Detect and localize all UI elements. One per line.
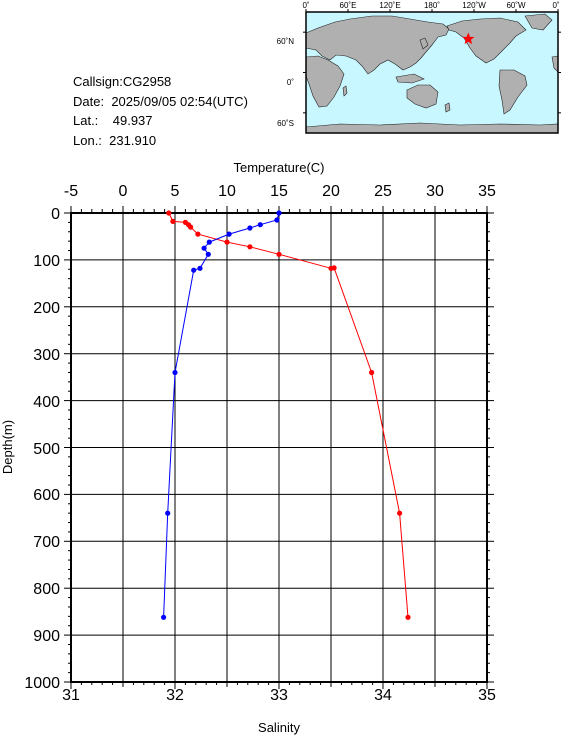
temperature-tick-label: 30 xyxy=(426,183,444,200)
temperature-data-point xyxy=(369,369,375,376)
temperature-tick-label: 10 xyxy=(218,183,236,200)
depth-tick-label: 700 xyxy=(33,534,60,551)
temperature-data-point xyxy=(331,265,337,271)
salinity-data-point xyxy=(247,225,253,231)
lat-label: Lat.: xyxy=(73,113,99,128)
salinity-data-point xyxy=(197,265,203,271)
station-marker-star xyxy=(462,32,475,45)
map-lat-tick-label: 60˚N xyxy=(277,37,295,46)
map-lon-tick-label: 0˚ xyxy=(302,1,309,10)
map-tick-group xyxy=(303,9,561,114)
temperature-axis-label: Temperature(C) xyxy=(233,160,324,175)
temperature-profile-line xyxy=(168,212,409,618)
depth-tick-label: 600 xyxy=(33,487,60,504)
map-lon-tick-label: 60˚W xyxy=(506,1,526,10)
profile-series xyxy=(161,210,411,620)
salinity-data-point xyxy=(201,245,207,251)
salinity-tick-label: 35 xyxy=(478,687,496,704)
land-australia xyxy=(406,84,439,109)
lat-row: Lat.: 49.937 xyxy=(73,111,248,131)
temperature-tick-label: 15 xyxy=(270,183,288,200)
depth-axis-label: Depth(m) xyxy=(0,420,15,474)
temperature-tick-label: 20 xyxy=(322,183,340,200)
salinity-data-point xyxy=(226,231,232,237)
location-map: 0˚ 60˚E 120˚E 180˚ 120˚W 60˚W 0˚ 60˚N 0˚… xyxy=(277,1,561,134)
date-value: 2025/09/05 02:54(UTC) xyxy=(111,93,248,109)
lon-row: Lon.: 231.910 xyxy=(73,131,248,151)
map-lon-tick-label: 0˚ xyxy=(552,1,559,10)
salinity-data-point xyxy=(161,614,167,620)
land-japan xyxy=(419,37,429,50)
temperature-data-point xyxy=(166,210,172,216)
map-lat-tick-label: 60˚S xyxy=(277,119,294,128)
land-eurasia xyxy=(305,15,450,75)
map-lat-tick-label: 0˚ xyxy=(287,78,294,87)
salinity-tick-label: 31 xyxy=(62,687,80,704)
depth-tick-label: 300 xyxy=(33,347,60,364)
temperature-data-point xyxy=(195,231,201,237)
temperature-data-point xyxy=(170,218,176,224)
date-row: Date: 2025/09/05 02:54(UTC) xyxy=(73,92,248,112)
map-lon-tick-label: 120˚E xyxy=(379,1,400,10)
chart-grid xyxy=(70,212,488,683)
depth-tick-label: 200 xyxy=(33,300,60,317)
temperature-data-point xyxy=(276,251,282,257)
salinity-data-point xyxy=(257,222,263,228)
callsign-text: Callsign:CG2958 xyxy=(73,74,172,89)
salinity-data-point xyxy=(274,217,280,223)
salinity-data-point xyxy=(276,210,282,216)
land-madagascar xyxy=(342,85,348,97)
land-indonesia xyxy=(395,73,425,84)
depth-tick-label: 0 xyxy=(51,206,60,223)
lon-value: 231.910 xyxy=(109,132,157,148)
land-north-america xyxy=(446,17,527,64)
land-newzealand xyxy=(444,102,451,113)
temperature-data-point xyxy=(224,239,230,245)
lat-value: 49.937 xyxy=(112,113,153,128)
salinity-axis-label: Salinity xyxy=(258,720,300,735)
temperature-data-point xyxy=(405,614,411,620)
salinity-tick-label: 33 xyxy=(270,687,288,704)
temperature-data-point xyxy=(188,224,194,230)
salinity-data-point xyxy=(172,369,178,376)
temperature-data-point xyxy=(247,244,253,250)
depth-tick-label: 900 xyxy=(33,628,60,645)
salinity-profile-line xyxy=(163,212,280,618)
temperature-tick-label: 0 xyxy=(119,183,128,200)
map-land xyxy=(305,13,559,134)
land-greenland xyxy=(524,13,553,31)
land-africa xyxy=(305,55,345,108)
temperature-tick-label: -5 xyxy=(64,183,78,200)
temperature-tick-label: 5 xyxy=(171,183,180,200)
station-info: Callsign:CG2958 Date: 2025/09/05 02:54(U… xyxy=(73,72,248,150)
depth-tick-label: 500 xyxy=(33,441,60,458)
temperature-tick-label: 35 xyxy=(478,183,496,200)
salinity-data-point xyxy=(165,510,171,516)
salinity-tick-label: 34 xyxy=(374,687,392,704)
lon-label: Lon.: xyxy=(73,132,102,148)
map-lon-tick-label: 180˚ xyxy=(424,1,440,10)
salinity-data-point xyxy=(191,267,197,273)
map-lon-tick-label: 60˚E xyxy=(340,1,357,10)
depth-tick-label: 800 xyxy=(33,581,60,598)
salinity-data-point xyxy=(205,251,211,257)
salinity-data-point xyxy=(206,239,212,245)
map-label-group: 0˚ 60˚E 120˚E 180˚ 120˚W 60˚W 0˚ 60˚N 0˚… xyxy=(277,1,560,128)
temperature-data-point xyxy=(397,510,403,516)
salinity-tick-label: 32 xyxy=(166,687,184,704)
land-south-america xyxy=(498,69,528,115)
date-label: Date: xyxy=(73,93,105,109)
depth-tick-label: 1000 xyxy=(24,675,60,692)
depth-tick-label: 400 xyxy=(33,394,60,411)
map-lon-tick-label: 120˚W xyxy=(462,1,486,10)
depth-tick-label: 100 xyxy=(33,253,60,270)
temperature-tick-label: 25 xyxy=(374,183,392,200)
